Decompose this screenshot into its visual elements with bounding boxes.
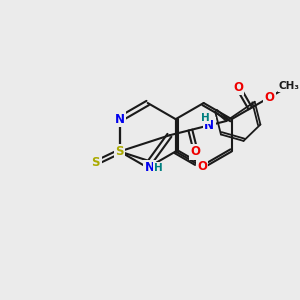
Text: N: N — [145, 161, 155, 174]
Text: S: S — [92, 156, 100, 170]
Text: N: N — [115, 113, 125, 126]
Text: O: O — [265, 91, 275, 103]
Text: H: H — [154, 163, 163, 172]
Text: N: N — [204, 119, 214, 132]
Text: CH₃: CH₃ — [279, 81, 300, 91]
Text: S: S — [116, 145, 124, 158]
Text: O: O — [233, 81, 243, 94]
Text: O: O — [197, 160, 207, 173]
Text: O: O — [191, 146, 201, 158]
Text: H: H — [201, 113, 210, 123]
